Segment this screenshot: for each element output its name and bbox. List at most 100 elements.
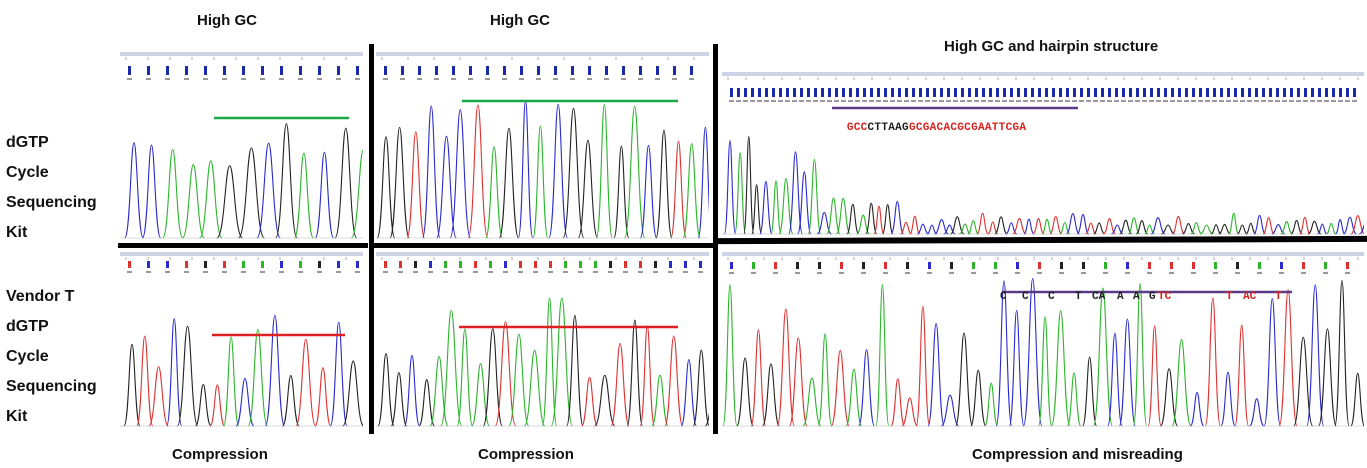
base-call-mark [337, 66, 340, 75]
trace-peak [1161, 224, 1175, 235]
trace-peak [314, 367, 332, 427]
base-call-index [165, 271, 170, 273]
trace-peak [776, 308, 795, 427]
base-call-mark [261, 66, 264, 75]
trace-peak [890, 201, 905, 235]
base-call-mark [1150, 88, 1153, 97]
base-call-index [751, 272, 756, 274]
base-call-mark [429, 261, 432, 268]
base-call-mark [737, 88, 740, 97]
base-call-index [785, 100, 790, 102]
trace-peak [927, 323, 945, 427]
base-call-mark [1060, 262, 1063, 269]
trace-peak [1326, 222, 1337, 235]
base-call-mark [669, 261, 672, 268]
trace-peak [1065, 213, 1080, 235]
trace-peak [494, 321, 517, 427]
base-call-mark [1304, 88, 1307, 97]
base-call-mark [1302, 262, 1305, 269]
base-call-index [988, 100, 993, 102]
base-call-index [1301, 272, 1306, 274]
base-call-mark [503, 66, 506, 75]
trace-peak [1008, 309, 1025, 427]
trace-peak [1262, 217, 1275, 235]
trace-peak [976, 212, 989, 235]
base-call-index [317, 271, 322, 273]
base-call-index [792, 100, 797, 102]
base-call-mark [919, 88, 922, 97]
trace-peak [1005, 222, 1018, 235]
base-call-mark [639, 66, 642, 75]
base-call-mark [730, 262, 733, 269]
trace-peak [1306, 284, 1325, 427]
base-call-mark [1024, 88, 1027, 97]
chromatogram-svg [376, 52, 709, 239]
trace-peak [1234, 324, 1250, 427]
base-call-index [260, 271, 265, 273]
base-call-mark [975, 88, 978, 97]
base-call-index [587, 78, 592, 80]
trace-peak [314, 151, 335, 239]
base-call-mark [318, 66, 321, 75]
base-call-mark [1346, 262, 1349, 269]
trace-peak [1159, 368, 1179, 427]
base-call-mark [928, 262, 931, 269]
base-call-mark [204, 261, 207, 268]
sequence-base: C [1048, 291, 1055, 303]
base-call-mark [940, 88, 943, 97]
base-call-mark [537, 66, 540, 75]
base-call-index [757, 100, 762, 102]
base-call-mark [242, 66, 245, 75]
trace-peak [670, 140, 687, 239]
base-call-mark [435, 66, 438, 75]
base-call-index [736, 100, 741, 102]
column-caption-2: Compression [478, 446, 574, 463]
base-call-mark [564, 261, 567, 268]
base-call-index [834, 100, 839, 102]
base-call-index [1191, 272, 1196, 274]
trace-peak [1066, 372, 1082, 427]
base-call-mark [1276, 88, 1279, 97]
trace-peak [194, 383, 212, 427]
trace-peak [508, 333, 530, 427]
base-call-index [778, 100, 783, 102]
trace-peak [550, 297, 574, 427]
base-call-index [1149, 100, 1154, 102]
trace-peak [959, 223, 971, 235]
trace-peak [817, 333, 833, 427]
trace-peak [826, 197, 841, 235]
base-call-mark [1073, 88, 1076, 97]
trace-peak [1107, 332, 1123, 427]
base-call-index [1205, 100, 1210, 102]
base-call-mark [1213, 88, 1216, 97]
trace-peak [639, 144, 658, 239]
base-call-mark [399, 261, 402, 268]
trace-peak [626, 319, 644, 427]
base-call-index [1352, 100, 1357, 102]
trace-peak [1118, 318, 1136, 427]
base-call-index [1219, 100, 1224, 102]
column-header-2: High GC [490, 12, 550, 29]
column-caption-1: Compression [172, 446, 268, 463]
trace-peak [1204, 297, 1221, 427]
base-call-index [1345, 100, 1350, 102]
base-call-mark [898, 88, 901, 97]
trace-peak [680, 359, 698, 427]
base-call-index [855, 100, 860, 102]
base-call-index [553, 78, 558, 80]
base-call-mark [486, 66, 489, 75]
vertical-divider [369, 44, 374, 434]
base-call-mark [1318, 88, 1321, 97]
base-call-mark [166, 261, 169, 268]
trace-peak [750, 329, 767, 427]
trace-peak [845, 368, 863, 427]
base-call-index [443, 271, 448, 273]
base-call-mark [594, 261, 597, 268]
trace-peak [136, 335, 154, 427]
base-call-mark [1214, 262, 1217, 269]
base-call-mark [862, 262, 865, 269]
base-call-mark [690, 66, 693, 75]
base-call-index [1279, 272, 1284, 274]
trace-peak [954, 332, 974, 427]
base-call-index [1268, 100, 1273, 102]
